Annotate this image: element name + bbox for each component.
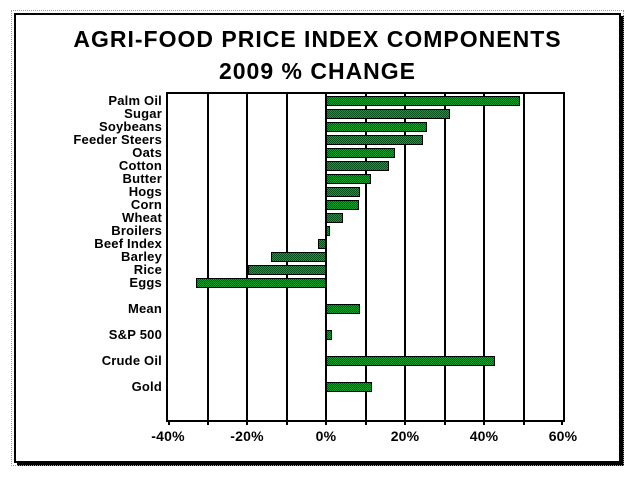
category-label: Butter [122, 171, 162, 186]
bar [326, 330, 333, 340]
category-label: Palm Oil [108, 93, 162, 108]
category-label: Corn [130, 197, 162, 212]
gridline [206, 94, 209, 420]
category-label: Eggs [129, 275, 162, 290]
gridline [325, 94, 327, 420]
bar [326, 122, 427, 132]
category-label: Crude Oil [101, 353, 162, 368]
chart-frame: AGRI-FOOD PRICE INDEX COMPONENTS 2009 % … [11, 10, 624, 466]
x-axis-label: 20% [390, 428, 420, 444]
category-label: Gold [131, 379, 162, 394]
bar [318, 239, 326, 249]
x-tick [561, 420, 563, 425]
gridline [246, 94, 248, 420]
x-axis-label: -40% [151, 428, 185, 444]
x-tick [206, 420, 209, 425]
x-axis-label: 40% [469, 428, 499, 444]
category-label: Sugar [124, 106, 162, 121]
gridline [522, 94, 525, 420]
x-axis-labels: -40% -20% 0% 20% 40% 60% [151, 428, 577, 448]
x-tick [443, 420, 446, 425]
x-tick [404, 420, 406, 425]
bar [326, 356, 495, 366]
x-tick [285, 420, 288, 425]
category-label: Cotton [118, 158, 162, 173]
category-label: Hogs [128, 184, 162, 199]
category-label: Wheat [122, 210, 162, 225]
bar [326, 174, 372, 184]
x-tick [246, 420, 248, 425]
x-tick [168, 420, 170, 425]
gridline [443, 94, 446, 420]
category-label: S&P 500 [108, 327, 162, 342]
bar [326, 304, 360, 314]
gridline [404, 94, 406, 420]
chart-title-line2: 2009 % CHANGE [218, 58, 417, 84]
y-axis-labels: Palm Oil Sugar Soybeans Feeder Steers Oats Co… [16, 94, 162, 420]
x-tick [522, 420, 525, 425]
category-label: Broilers [111, 223, 162, 238]
bar [195, 278, 326, 288]
bar [326, 226, 330, 236]
category-label: Rice [133, 262, 162, 277]
x-axis-label: 60% [548, 428, 578, 444]
plot-area [166, 92, 565, 422]
x-axis-ticks [168, 420, 563, 426]
bar [326, 213, 344, 223]
x-tick [364, 420, 367, 425]
gridline [364, 94, 367, 420]
bar [326, 135, 423, 145]
bar [326, 200, 359, 210]
x-tick [325, 420, 327, 425]
x-tick [483, 420, 485, 425]
category-label: Soybeans [98, 119, 162, 134]
bar [270, 252, 326, 262]
bar [326, 382, 372, 392]
x-axis-label: 0% [315, 428, 337, 444]
category-label: Oats [132, 145, 162, 160]
chart-title-line1: AGRI-FOOD PRICE INDEX COMPONENTS [73, 26, 562, 52]
category-label: Barley [121, 249, 162, 264]
gridline [483, 94, 485, 420]
bar [326, 109, 451, 119]
bar [326, 148, 396, 158]
bar [326, 161, 390, 171]
bar [248, 265, 326, 275]
category-label: Mean [127, 301, 162, 316]
x-axis-label: -20% [230, 428, 264, 444]
bar [326, 96, 520, 106]
category-label: Beef Index [94, 236, 162, 251]
category-label: Feeder Steers [73, 132, 162, 147]
bar [326, 187, 360, 197]
